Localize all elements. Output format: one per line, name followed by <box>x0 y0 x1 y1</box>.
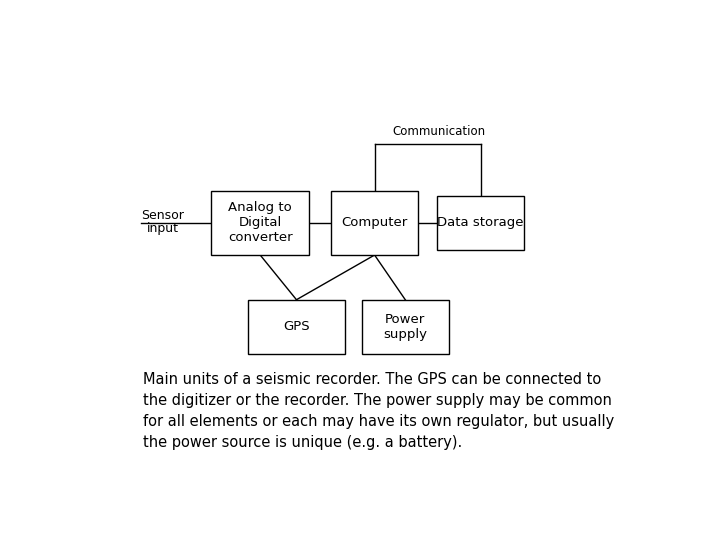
Text: input: input <box>147 222 179 235</box>
Text: GPS: GPS <box>283 320 310 333</box>
Text: Analog to
Digital
converter: Analog to Digital converter <box>228 201 292 244</box>
Text: Computer: Computer <box>341 217 408 230</box>
Text: Power
supply: Power supply <box>383 313 427 341</box>
Bar <box>248 300 346 354</box>
Bar <box>437 196 524 250</box>
Text: Communication: Communication <box>392 125 485 138</box>
Text: Sensor: Sensor <box>141 209 184 222</box>
Text: Main units of a seismic recorder. The GPS can be connected to
the digitizer or t: Main units of a seismic recorder. The GP… <box>143 373 614 450</box>
Bar <box>331 191 418 255</box>
Bar <box>212 191 309 255</box>
Bar <box>362 300 449 354</box>
Text: Data storage: Data storage <box>437 217 524 230</box>
